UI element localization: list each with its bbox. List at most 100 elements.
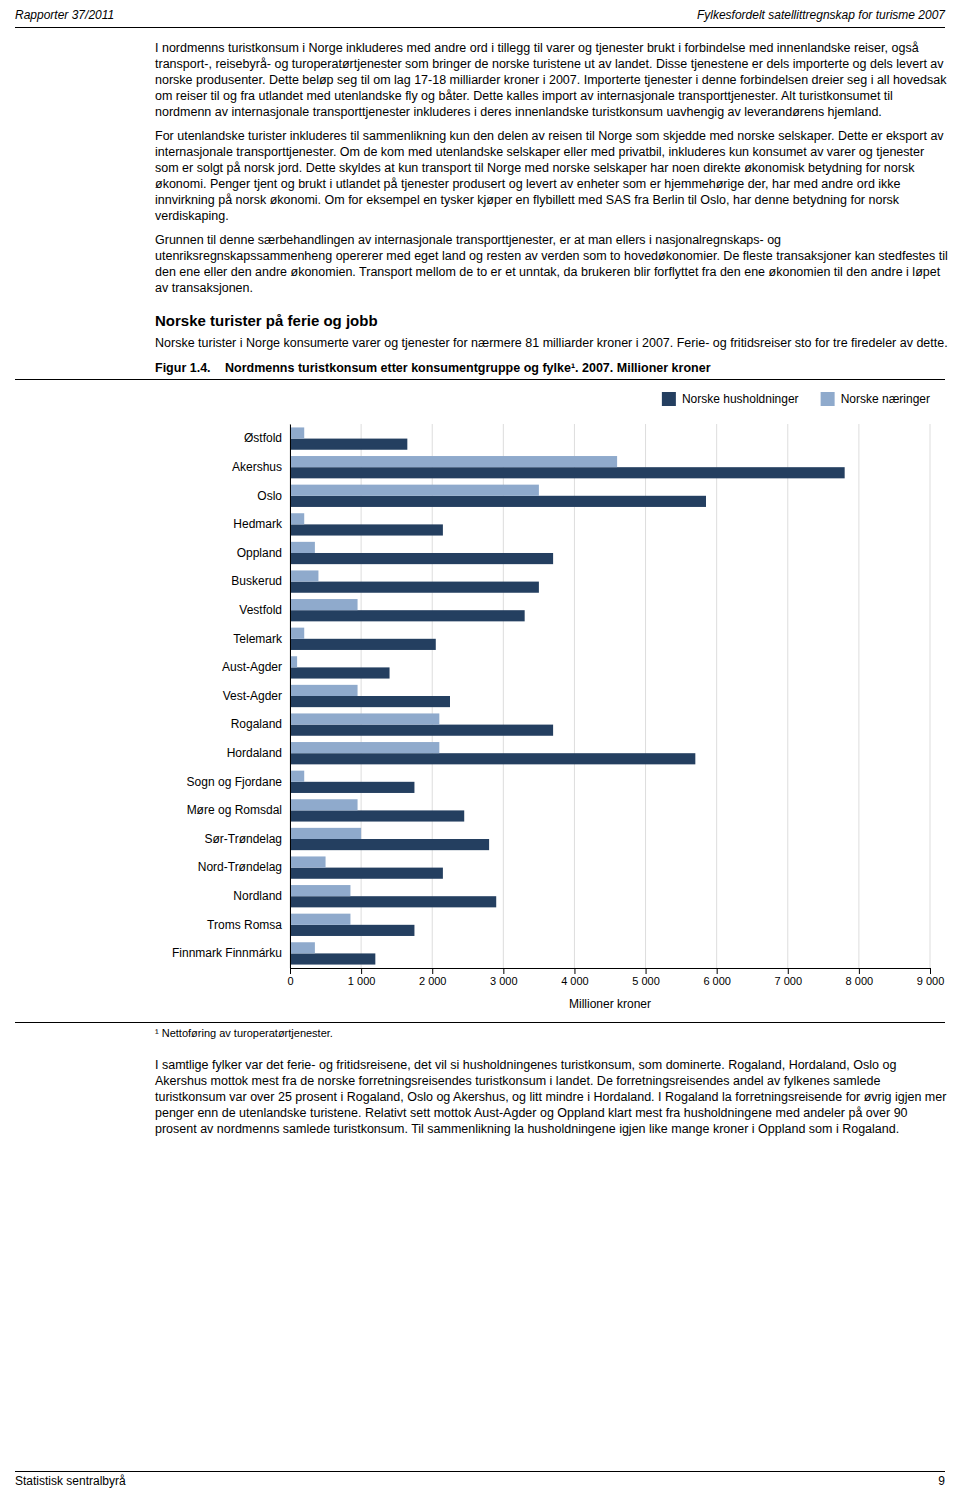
bar [290, 713, 439, 724]
x-tick-mark [717, 968, 718, 974]
y-tick: Aust-Agder [222, 660, 282, 674]
x-tick: 1 000 [348, 968, 376, 987]
bar [290, 570, 318, 581]
y-tick-label: Finnmark Finnmárku [172, 946, 282, 960]
y-tick-label: Hordaland [227, 746, 282, 760]
x-tick: 6 000 [703, 968, 731, 987]
grid-line [858, 424, 859, 968]
bar [290, 513, 304, 524]
x-tick-mark [361, 968, 362, 974]
page: Rapporter 37/2011Fylkesfordelt satellitt… [0, 0, 960, 1489]
x-tick-mark [930, 968, 931, 974]
paragraph: For utenlandske turister inkluderes til … [155, 128, 950, 224]
x-tick-label: 2 000 [419, 975, 447, 987]
figure-caption: Figur 1.4.Nordmenns turistkonsum etter k… [155, 361, 960, 375]
bar [290, 542, 315, 553]
y-tick-label: Sør-Trøndelag [204, 832, 282, 846]
x-tick-mark [574, 968, 575, 974]
x-tick-mark [290, 968, 291, 974]
x-tick-mark [859, 968, 860, 974]
bar [290, 553, 553, 564]
main: I nordmenns turistkonsum i Norge inklude… [0, 40, 960, 1145]
x-tick-label: 5 000 [632, 975, 660, 987]
y-tick: Finnmark Finnmárku [172, 946, 282, 960]
y-tick-label: Vestfold [239, 603, 282, 617]
bar [290, 782, 414, 793]
y-axis: Østfold Akershus Oslo Hedmark Oppland Buskeru… [172, 425, 291, 969]
grid-line [716, 424, 717, 968]
grid-line [930, 424, 931, 968]
bar [290, 685, 358, 696]
plot: 0 1 000 2 000 3 000 4 000 5 000 6 000 7 000 8 00… [172, 424, 944, 1011]
x-tick-label: 4 000 [561, 975, 589, 987]
bar [290, 599, 358, 610]
header-rule [15, 27, 945, 28]
x-tick-mark [432, 968, 433, 974]
bar [290, 467, 845, 478]
x-tick-label: 8 000 [846, 975, 874, 987]
legend: Norske husholdninger Norske næringer [662, 392, 930, 406]
y-tick: Vestfold [239, 603, 282, 617]
footnote-rule [15, 1022, 945, 1023]
x-tick-label: 3 000 [490, 975, 518, 987]
legend-label: Norske husholdninger [682, 392, 799, 406]
y-tick: Telemark [233, 632, 283, 646]
paragraph: I samtlige fylker var det ferie- og frit… [155, 1057, 950, 1137]
bar [290, 485, 539, 496]
y-tick: Buskerud [231, 574, 282, 588]
grid [290, 424, 930, 968]
bar [290, 839, 489, 850]
y-tick-label: Akershus [232, 460, 282, 474]
bar [290, 439, 407, 450]
bar [290, 610, 525, 621]
chart: 0 1 000 2 000 3 000 4 000 5 000 6 000 7 000 8 00… [0, 380, 960, 1020]
bar-series [290, 427, 617, 953]
grid-line [787, 424, 788, 968]
x-tick: 7 000 [775, 968, 803, 987]
legend-item: Norske næringer [821, 392, 930, 406]
y-tick-label: Oppland [237, 546, 282, 560]
y-tick-label: Hedmark [233, 517, 283, 531]
paragraph: I nordmenns turistkonsum i Norge inklude… [155, 40, 950, 120]
x-tick: 2 000 [419, 968, 447, 987]
x-tick-label: 0 [287, 975, 293, 987]
y-tick: Vest-Agder [223, 689, 282, 703]
y-tick: Sogn og Fjordane [187, 775, 283, 789]
grid-line [290, 424, 291, 968]
bar [290, 753, 695, 764]
bar [290, 885, 350, 896]
legend-swatch [821, 392, 835, 406]
y-tick: Hordaland [227, 746, 282, 760]
bar [290, 639, 436, 650]
x-tick: 9 000 [917, 968, 945, 987]
header-right: Fylkesfordelt satellittregnskap for turi… [697, 8, 945, 22]
bar [290, 628, 304, 639]
bar [290, 667, 390, 678]
y-tick: Sør-Trøndelag [204, 832, 282, 846]
y-tick-label: Møre og Romsdal [187, 803, 282, 817]
y-tick-label: Aust-Agder [222, 660, 282, 674]
x-tick: 0 [287, 968, 293, 987]
bar [290, 856, 326, 867]
paragraph: Grunnen til denne særbehandlingen av int… [155, 232, 950, 296]
y-tick: Oslo [257, 489, 282, 503]
bar [290, 496, 706, 507]
legend-label: Norske næringer [841, 392, 930, 406]
bar-series [290, 439, 845, 965]
bars [290, 427, 845, 964]
footnote: ¹ Nettoføring av turoperatørtjenester. [155, 1027, 960, 1039]
bar [290, 868, 443, 879]
y-tick-label: Buskerud [231, 574, 282, 588]
bar [290, 524, 443, 535]
y-tick-label: Nord-Trøndelag [198, 860, 282, 874]
bar [290, 828, 361, 839]
y-tick-label: Rogaland [231, 717, 282, 731]
y-tick: Østfold [244, 431, 282, 445]
footer-right: 9 [938, 1474, 945, 1488]
x-tick-mark [503, 968, 504, 974]
x-tick: 3 000 [490, 968, 518, 987]
bar [290, 942, 315, 953]
bar [290, 456, 617, 467]
paragraph: Norske turister i Norge konsumerte varer… [155, 335, 950, 351]
y-tick: Oppland [237, 546, 282, 560]
